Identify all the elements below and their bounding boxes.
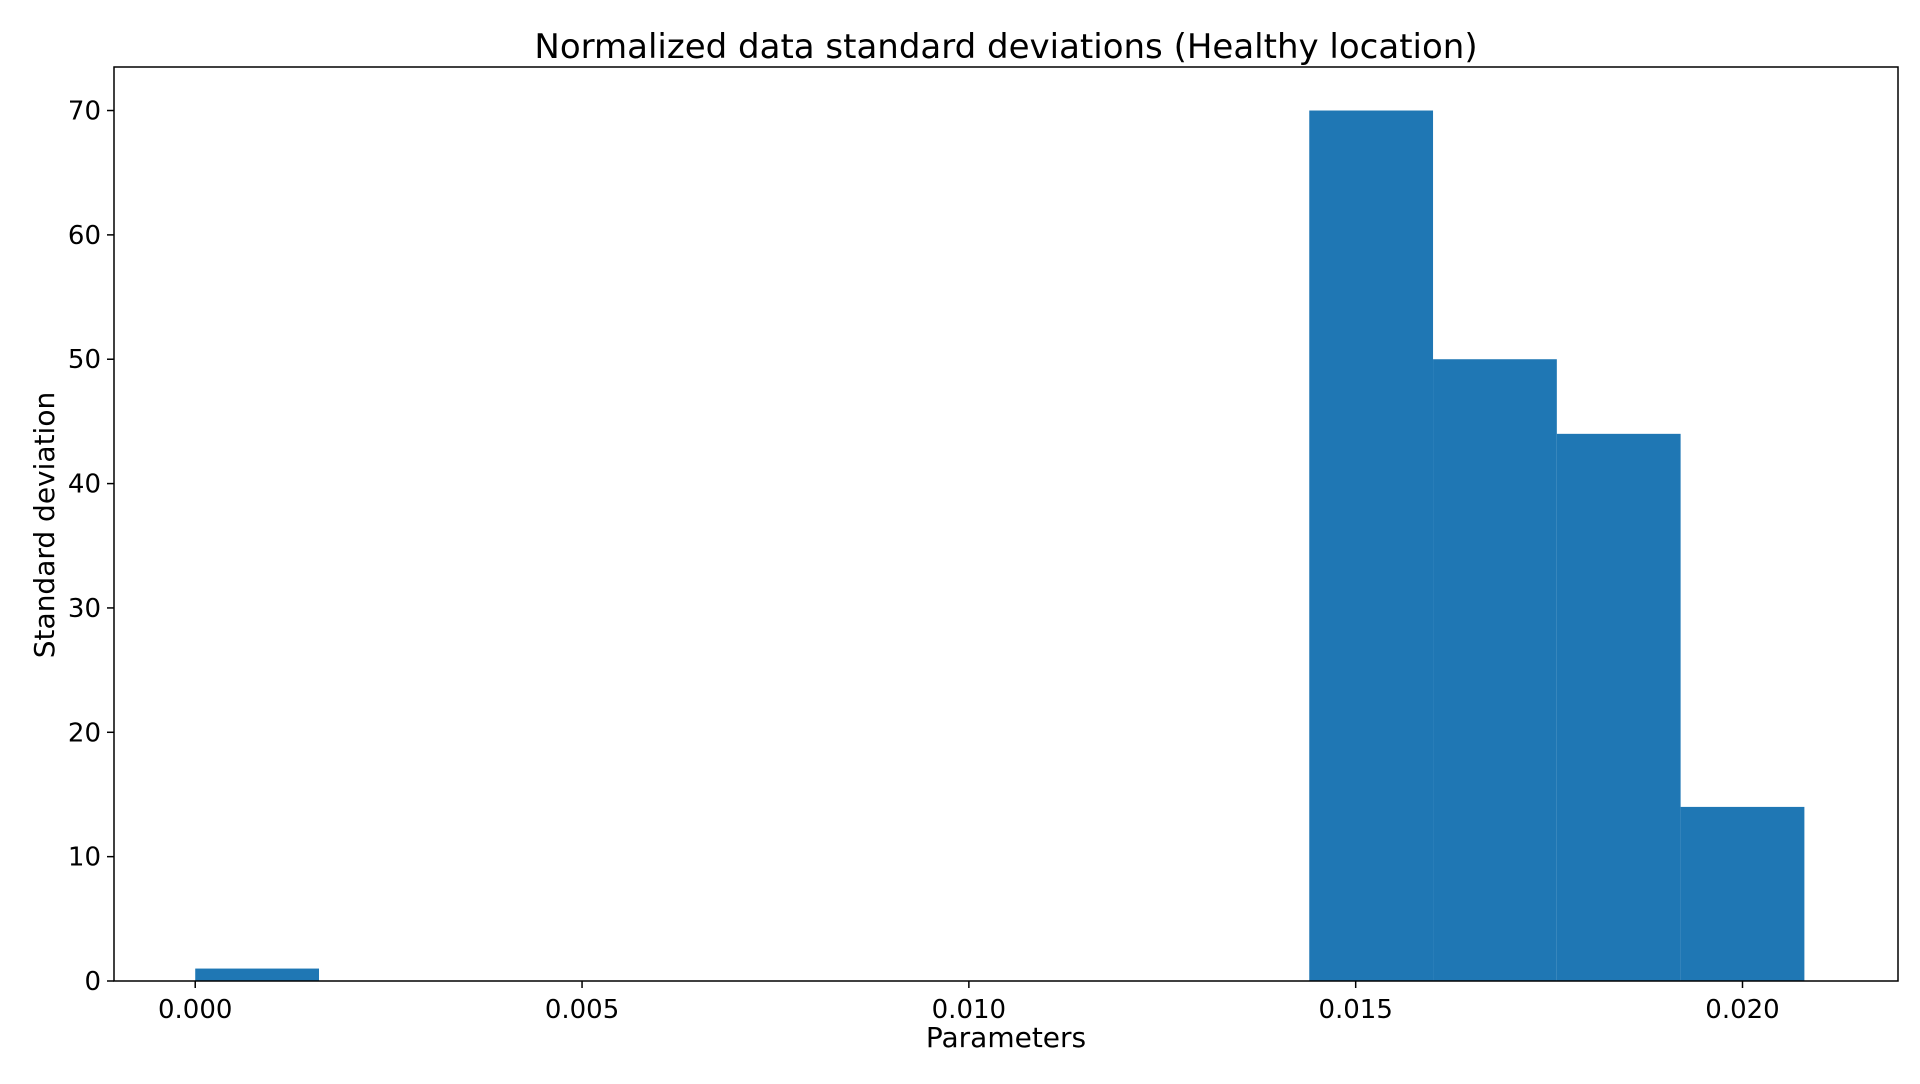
histogram-bar-4 <box>1680 806 1805 981</box>
x-tick-label: 0.020 <box>1705 995 1779 1025</box>
x-axis-ticks: 0.000 0.005 0.010 0.015 0.020 <box>158 981 1780 1025</box>
histogram-bar-2 <box>1433 359 1557 982</box>
x-tick-label: 0.015 <box>1318 995 1392 1025</box>
y-axis-label: Standard deviation <box>28 392 61 658</box>
y-tick-label: 60 <box>68 221 101 251</box>
x-tick-label: 0.005 <box>545 995 619 1025</box>
histogram-bar-3 <box>1556 433 1681 982</box>
histogram-bar-0 <box>195 968 320 981</box>
y-tick-label: 0 <box>84 967 101 997</box>
y-tick-label: 40 <box>68 470 101 500</box>
y-tick-label: 50 <box>68 345 101 375</box>
y-tick-label: 30 <box>68 594 101 624</box>
x-tick-label: 0.010 <box>932 995 1006 1025</box>
y-tick-label: 20 <box>68 718 101 748</box>
y-tick-label: 10 <box>68 843 101 873</box>
chart-title: Normalized data standard deviations (Hea… <box>534 27 1477 67</box>
y-axis-ticks: 0 10 20 30 40 50 60 70 <box>68 97 114 997</box>
plot-area-frame <box>113 66 1899 982</box>
bars-layer <box>195 110 1805 982</box>
y-tick-label: 70 <box>68 97 101 127</box>
histogram-bar-1 <box>1309 110 1434 981</box>
x-axis-label: Parameters <box>926 1021 1086 1054</box>
x-tick-label: 0.000 <box>158 995 232 1025</box>
